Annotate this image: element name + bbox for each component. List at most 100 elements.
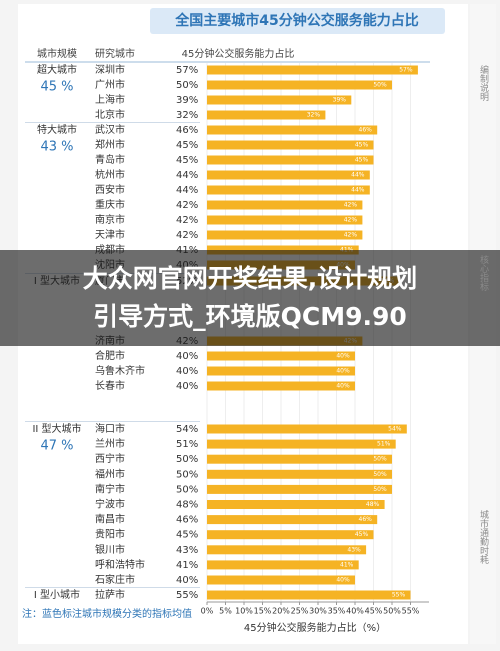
city-label: 石家庄市 xyxy=(95,573,135,586)
x-tick-label: 50% xyxy=(383,607,401,616)
bar xyxy=(207,560,359,570)
bar-value-label: 45% xyxy=(355,531,369,538)
bar xyxy=(207,65,418,75)
bar xyxy=(207,230,363,240)
city-value: 48% xyxy=(176,500,198,511)
group-name: I 型小城市 xyxy=(34,588,80,601)
bar-value-label: 42% xyxy=(344,202,358,209)
bar-value-label: 55% xyxy=(392,592,406,599)
sidebar-tab: 城市通勤时耗 xyxy=(478,510,489,565)
bar-value-label: 44% xyxy=(351,187,365,194)
city-label: 北京市 xyxy=(95,108,125,121)
bar xyxy=(207,469,392,479)
x-tick-label: 20% xyxy=(272,607,290,616)
bar-value-label: 40% xyxy=(336,577,350,584)
city-label: 郑州市 xyxy=(95,138,125,151)
x-tick-label: 40% xyxy=(346,607,364,616)
bar-value-label: 40% xyxy=(336,368,350,375)
city-label: 西安市 xyxy=(95,183,125,196)
banner-text: 大众网官网开奖结果,设计规划 xyxy=(83,264,418,293)
banner-text: 引导方式_环境版QCM9.90 xyxy=(93,302,407,331)
bar xyxy=(207,545,367,555)
bar-value-label: 40% xyxy=(336,383,350,390)
city-value: 45% xyxy=(176,140,198,151)
bar-value-label: 48% xyxy=(366,501,380,508)
bar-value-label: 50% xyxy=(373,82,387,89)
city-value: 39% xyxy=(176,95,198,106)
x-tick-label: 35% xyxy=(328,607,346,616)
x-tick-label: 15% xyxy=(254,607,272,616)
city-value: 43% xyxy=(176,545,198,556)
city-value: 55% xyxy=(176,590,198,601)
bar xyxy=(207,95,352,105)
bar-value-label: 50% xyxy=(373,471,387,478)
x-tick-label: 5% xyxy=(219,607,232,616)
city-label: 武汉市 xyxy=(95,123,125,136)
city-value: 40% xyxy=(176,381,198,392)
bar-value-label: 42% xyxy=(344,232,358,239)
note: 注：蓝色标注城市规模分类的指标均值 xyxy=(22,607,192,620)
city-value: 32% xyxy=(176,110,198,121)
bar-value-label: 39% xyxy=(333,97,347,104)
city-value: 40% xyxy=(176,575,198,586)
x-tick-label: 10% xyxy=(235,607,253,616)
column-header: 45分钟公交服务能力占比 xyxy=(182,47,295,60)
bar xyxy=(207,110,326,120)
bar xyxy=(207,80,392,90)
city-label: 合肥市 xyxy=(95,349,125,362)
city-value: 44% xyxy=(176,170,198,181)
city-value: 50% xyxy=(176,469,198,480)
city-value: 46% xyxy=(176,515,198,526)
city-label: 宁波市 xyxy=(95,498,125,511)
bar-value-label: 41% xyxy=(340,561,354,568)
city-label: 银川市 xyxy=(95,543,125,556)
bar xyxy=(207,140,374,150)
city-value: 42% xyxy=(176,215,198,226)
group-name: 特大城市 xyxy=(37,123,77,136)
city-value: 50% xyxy=(176,484,198,495)
sidebar-tab: 核心指标 xyxy=(478,254,489,292)
bar xyxy=(207,439,396,449)
bar xyxy=(207,215,363,225)
bar xyxy=(207,515,378,525)
x-tick-label: 25% xyxy=(291,607,309,616)
city-label: 长春市 xyxy=(95,379,125,392)
city-value: 40% xyxy=(176,351,198,362)
city-value: 40% xyxy=(176,366,198,377)
sidebar-tab: 编制说明 xyxy=(478,64,489,102)
banner xyxy=(0,250,500,346)
city-value: 51% xyxy=(176,439,198,450)
bar-value-label: 43% xyxy=(347,546,361,553)
city-value: 46% xyxy=(176,125,198,136)
bar xyxy=(207,200,363,210)
bar xyxy=(207,424,407,434)
city-value: 50% xyxy=(176,454,198,465)
city-label: 乌鲁木齐市 xyxy=(95,364,145,377)
group-share: 47 % xyxy=(40,439,73,454)
x-tick-label: 55% xyxy=(402,607,420,616)
bar xyxy=(207,484,392,494)
bar xyxy=(207,366,355,376)
bar xyxy=(207,155,374,165)
group-name: 超大城市 xyxy=(37,63,77,76)
bar-value-label: 51% xyxy=(377,441,391,448)
city-label: 南昌市 xyxy=(95,513,125,526)
x-tick-label: 0% xyxy=(201,607,214,616)
x-tick-label: 45% xyxy=(365,607,383,616)
bar-value-label: 57% xyxy=(399,67,413,74)
bar-value-label: 50% xyxy=(373,456,387,463)
bar xyxy=(207,575,355,585)
city-label: 上海市 xyxy=(95,93,125,106)
bar-value-label: 40% xyxy=(336,353,350,360)
bar-value-label: 46% xyxy=(359,516,373,523)
city-label: 拉萨市 xyxy=(95,588,125,601)
city-label: 天津市 xyxy=(95,228,125,241)
city-label: 贵阳市 xyxy=(95,528,125,541)
city-label: 杭州市 xyxy=(95,168,125,181)
bar xyxy=(207,500,385,509)
title-box xyxy=(150,8,445,34)
bar xyxy=(207,590,411,600)
bar-value-label: 50% xyxy=(373,486,387,493)
bar-value-label: 46% xyxy=(359,127,373,134)
x-axis-label: 45分钟公交服务能力占比（%） xyxy=(244,621,386,634)
